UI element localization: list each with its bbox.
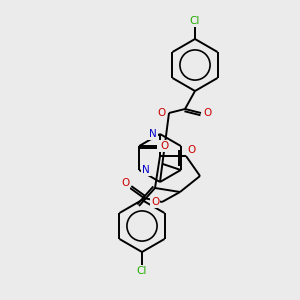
Text: Cl: Cl: [137, 266, 147, 276]
Text: O: O: [121, 178, 129, 188]
Text: Cl: Cl: [190, 16, 200, 26]
Text: O: O: [160, 141, 168, 151]
Text: O: O: [188, 145, 196, 155]
Text: O: O: [158, 108, 166, 118]
Text: N: N: [142, 165, 150, 175]
Text: O: O: [151, 197, 159, 207]
Text: O: O: [204, 108, 212, 118]
Text: N: N: [149, 129, 157, 139]
